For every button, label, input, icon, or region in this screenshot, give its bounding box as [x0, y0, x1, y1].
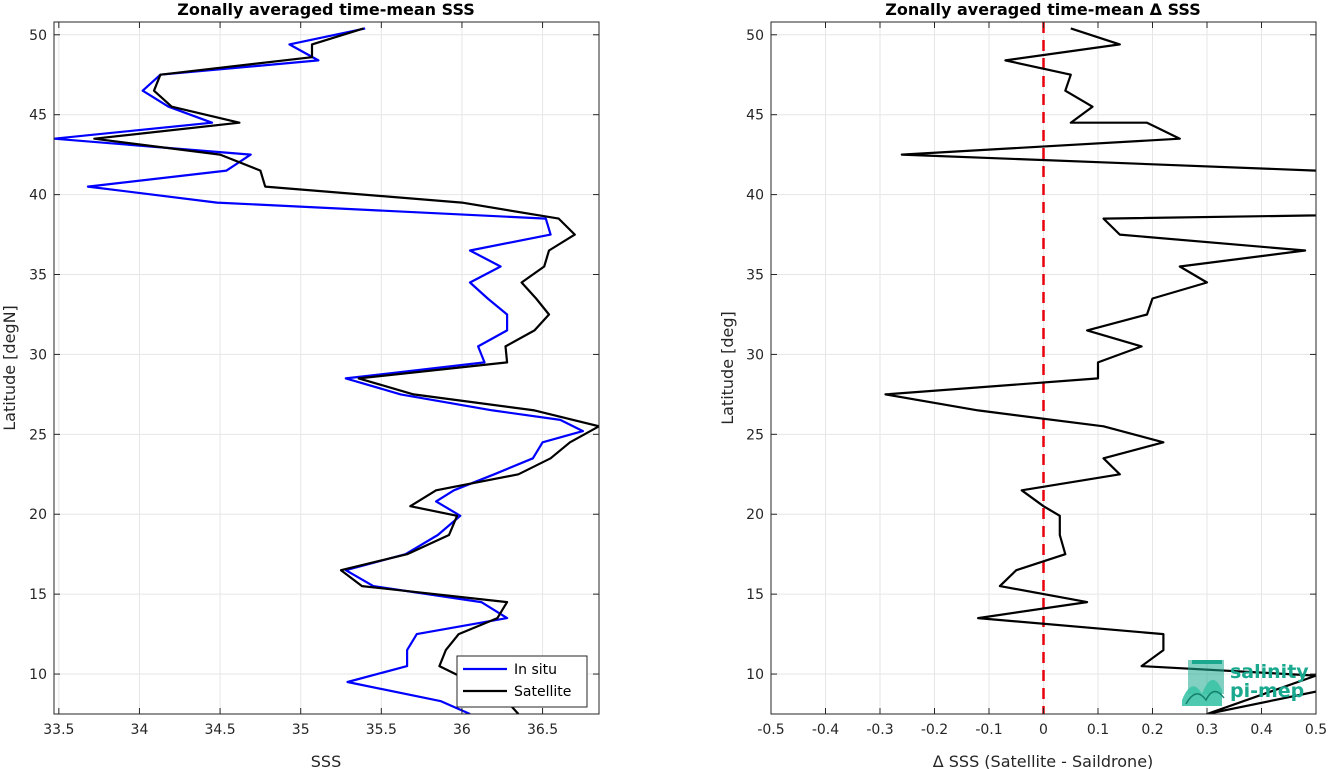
y-tick-label: 40 — [746, 188, 764, 204]
series-line-delta — [884, 27, 1316, 714]
x-tick-label: 33.5 — [43, 722, 74, 738]
legend: In situ Satellite — [456, 655, 588, 708]
x-tick-label: 0.2 — [1141, 722, 1163, 738]
x-tick-label: 35 — [292, 722, 310, 738]
y-tick-label: 45 — [29, 108, 47, 124]
y-axis-label: Latitude [degN] — [0, 305, 19, 431]
x-tick-label: 0 — [1039, 722, 1048, 738]
y-tick-label: 10 — [746, 667, 764, 683]
x-tick-label: 34.5 — [204, 722, 235, 738]
y-tick-label: 35 — [746, 268, 764, 284]
x-tick-label: 0.3 — [1196, 722, 1218, 738]
x-tick-label: -0.2 — [921, 722, 948, 738]
x-tick-label: 0.1 — [1087, 722, 1109, 738]
y-tick-label: 35 — [29, 268, 47, 284]
logo-text-line1: salinity — [1230, 661, 1309, 683]
y-tick-label: 10 — [29, 667, 47, 683]
series-line-in-situ — [54, 27, 585, 714]
x-tick-label: 36.5 — [527, 722, 558, 738]
series-line-satellite — [93, 27, 599, 714]
y-tick-label: 30 — [29, 347, 47, 363]
plot-area — [54, 22, 599, 714]
legend-label-satellite: Satellite — [514, 684, 571, 700]
y-tick-label: 25 — [29, 427, 47, 443]
y-tick-label: 20 — [29, 507, 47, 523]
x-tick-label: 35.5 — [366, 722, 397, 738]
x-axis-label: SSS — [311, 752, 341, 769]
y-tick-label: 25 — [746, 427, 764, 443]
y-tick-label: 50 — [746, 28, 764, 44]
chart-title: Zonally averaged time-mean SSS — [177, 0, 475, 19]
wave-icon — [1182, 660, 1225, 706]
sss-panel: 33.5 34 34.5 35 35.5 36 36.5 10 15 20 25 30 35 40 45 50… — [0, 0, 600, 769]
x-tick-label: 34 — [131, 722, 149, 738]
x-tick-label: 0.5 — [1305, 722, 1327, 738]
y-axis-label: Latitude [deg] — [718, 311, 737, 425]
x-axis-label: Δ SSS (Satellite - Saildrone) — [933, 752, 1154, 769]
legend-box — [456, 655, 588, 708]
plot-frame — [53, 21, 600, 715]
x-tick-label: -0.5 — [757, 722, 784, 738]
ticks: 33.5 34 34.5 35 35.5 36 36.5 10 15 20 25 30 35 40 45 50 — [29, 22, 599, 738]
series-layer — [884, 22, 1316, 714]
y-tick-label: 40 — [29, 188, 47, 204]
x-tick-label: 36 — [453, 722, 471, 738]
ticks: -0.5 -0.4 -0.3 -0.2 -0.1 0 0.1 0.2 0.3 0.4 0.5 10 15… — [746, 22, 1327, 738]
y-tick-label: 15 — [746, 587, 764, 603]
salinity-pi-mep-logo: salinity pi-mep — [1182, 660, 1309, 706]
y-tick-label: 45 — [746, 108, 764, 124]
y-tick-label: 50 — [29, 28, 47, 44]
delta-sss-panel: -0.5 -0.4 -0.3 -0.2 -0.1 0 0.1 0.2 0.3 0.4 0.5 10 15… — [718, 0, 1327, 769]
legend-label-in-situ: In situ — [514, 662, 557, 678]
x-tick-label: -0.4 — [812, 722, 839, 738]
series-layer — [54, 27, 599, 714]
x-tick-label: -0.1 — [975, 722, 1002, 738]
y-tick-label: 15 — [29, 587, 47, 603]
chart-title: Zonally averaged time-mean Δ SSS — [885, 0, 1201, 19]
y-tick-label: 20 — [746, 507, 764, 523]
logo-text-line2: pi-mep — [1230, 680, 1304, 702]
y-tick-label: 30 — [746, 347, 764, 363]
x-tick-label: -0.3 — [866, 722, 893, 738]
x-tick-label: 0.4 — [1250, 722, 1272, 738]
